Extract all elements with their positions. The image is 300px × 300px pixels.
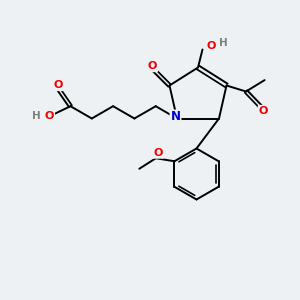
Text: N: N [170, 110, 181, 124]
Text: O: O [45, 111, 54, 121]
Text: O: O [148, 61, 157, 71]
Text: O: O [206, 40, 216, 51]
Text: O: O [154, 148, 163, 158]
Text: O: O [54, 80, 63, 90]
Text: O: O [259, 106, 268, 116]
Text: H: H [219, 38, 228, 48]
Text: H: H [32, 111, 41, 121]
